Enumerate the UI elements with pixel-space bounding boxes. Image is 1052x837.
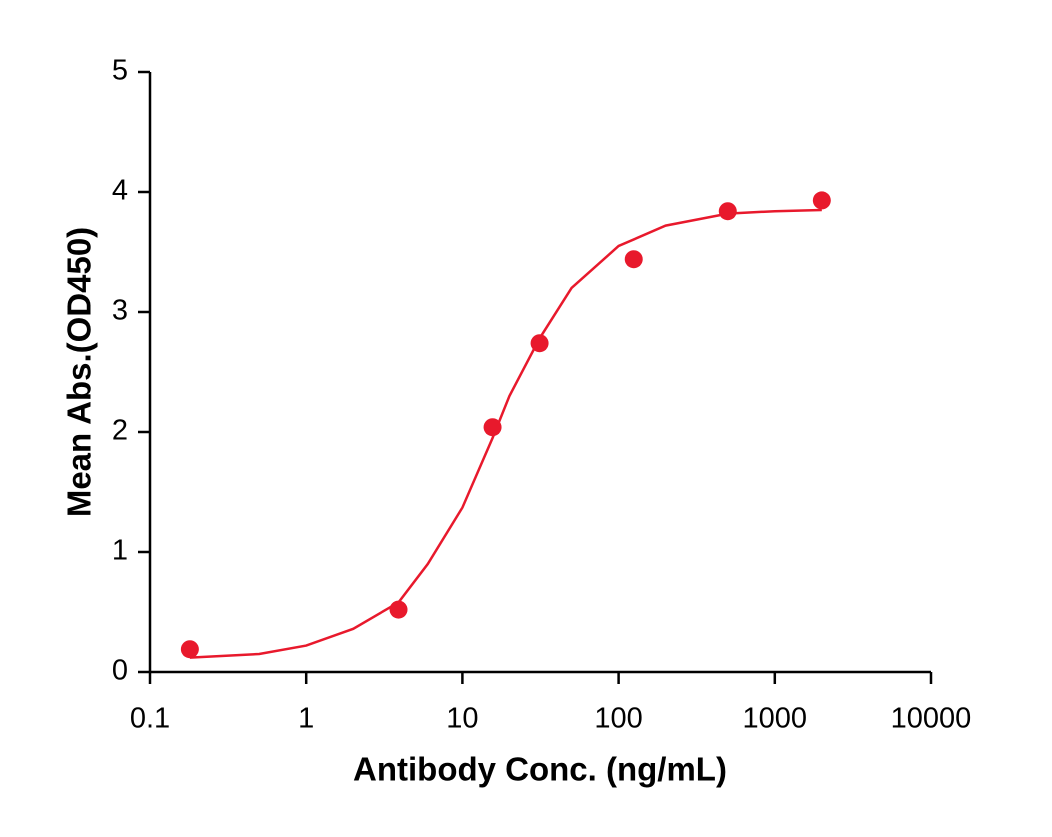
x-tick-label: 10000 — [891, 703, 972, 735]
x-tick-label: 0.1 — [130, 703, 170, 735]
y-tick-label: 3 — [112, 295, 128, 327]
fit-curve — [189, 208, 822, 659]
data-point — [812, 191, 831, 210]
x-axis-title: Antibody Conc. (ng/mL) — [353, 751, 727, 788]
y-axis-title: Mean Abs.(OD450) — [61, 227, 98, 517]
y-tick-label: 0 — [112, 655, 128, 687]
y-tick-label: 4 — [112, 175, 128, 207]
data-point — [180, 640, 199, 659]
y-tick-label: 1 — [112, 535, 128, 567]
x-tick-label: 100 — [594, 703, 642, 735]
data-point — [483, 418, 502, 437]
data-point — [624, 250, 643, 269]
x-tick-label: 10 — [446, 703, 478, 735]
data-point — [530, 334, 549, 353]
x-tick-label: 1000 — [743, 703, 808, 735]
data-point — [718, 202, 737, 221]
x-tick-label: 1 — [298, 703, 314, 735]
data-point — [389, 600, 408, 619]
y-tick-label: 5 — [112, 55, 128, 87]
y-tick-label: 2 — [112, 415, 128, 447]
